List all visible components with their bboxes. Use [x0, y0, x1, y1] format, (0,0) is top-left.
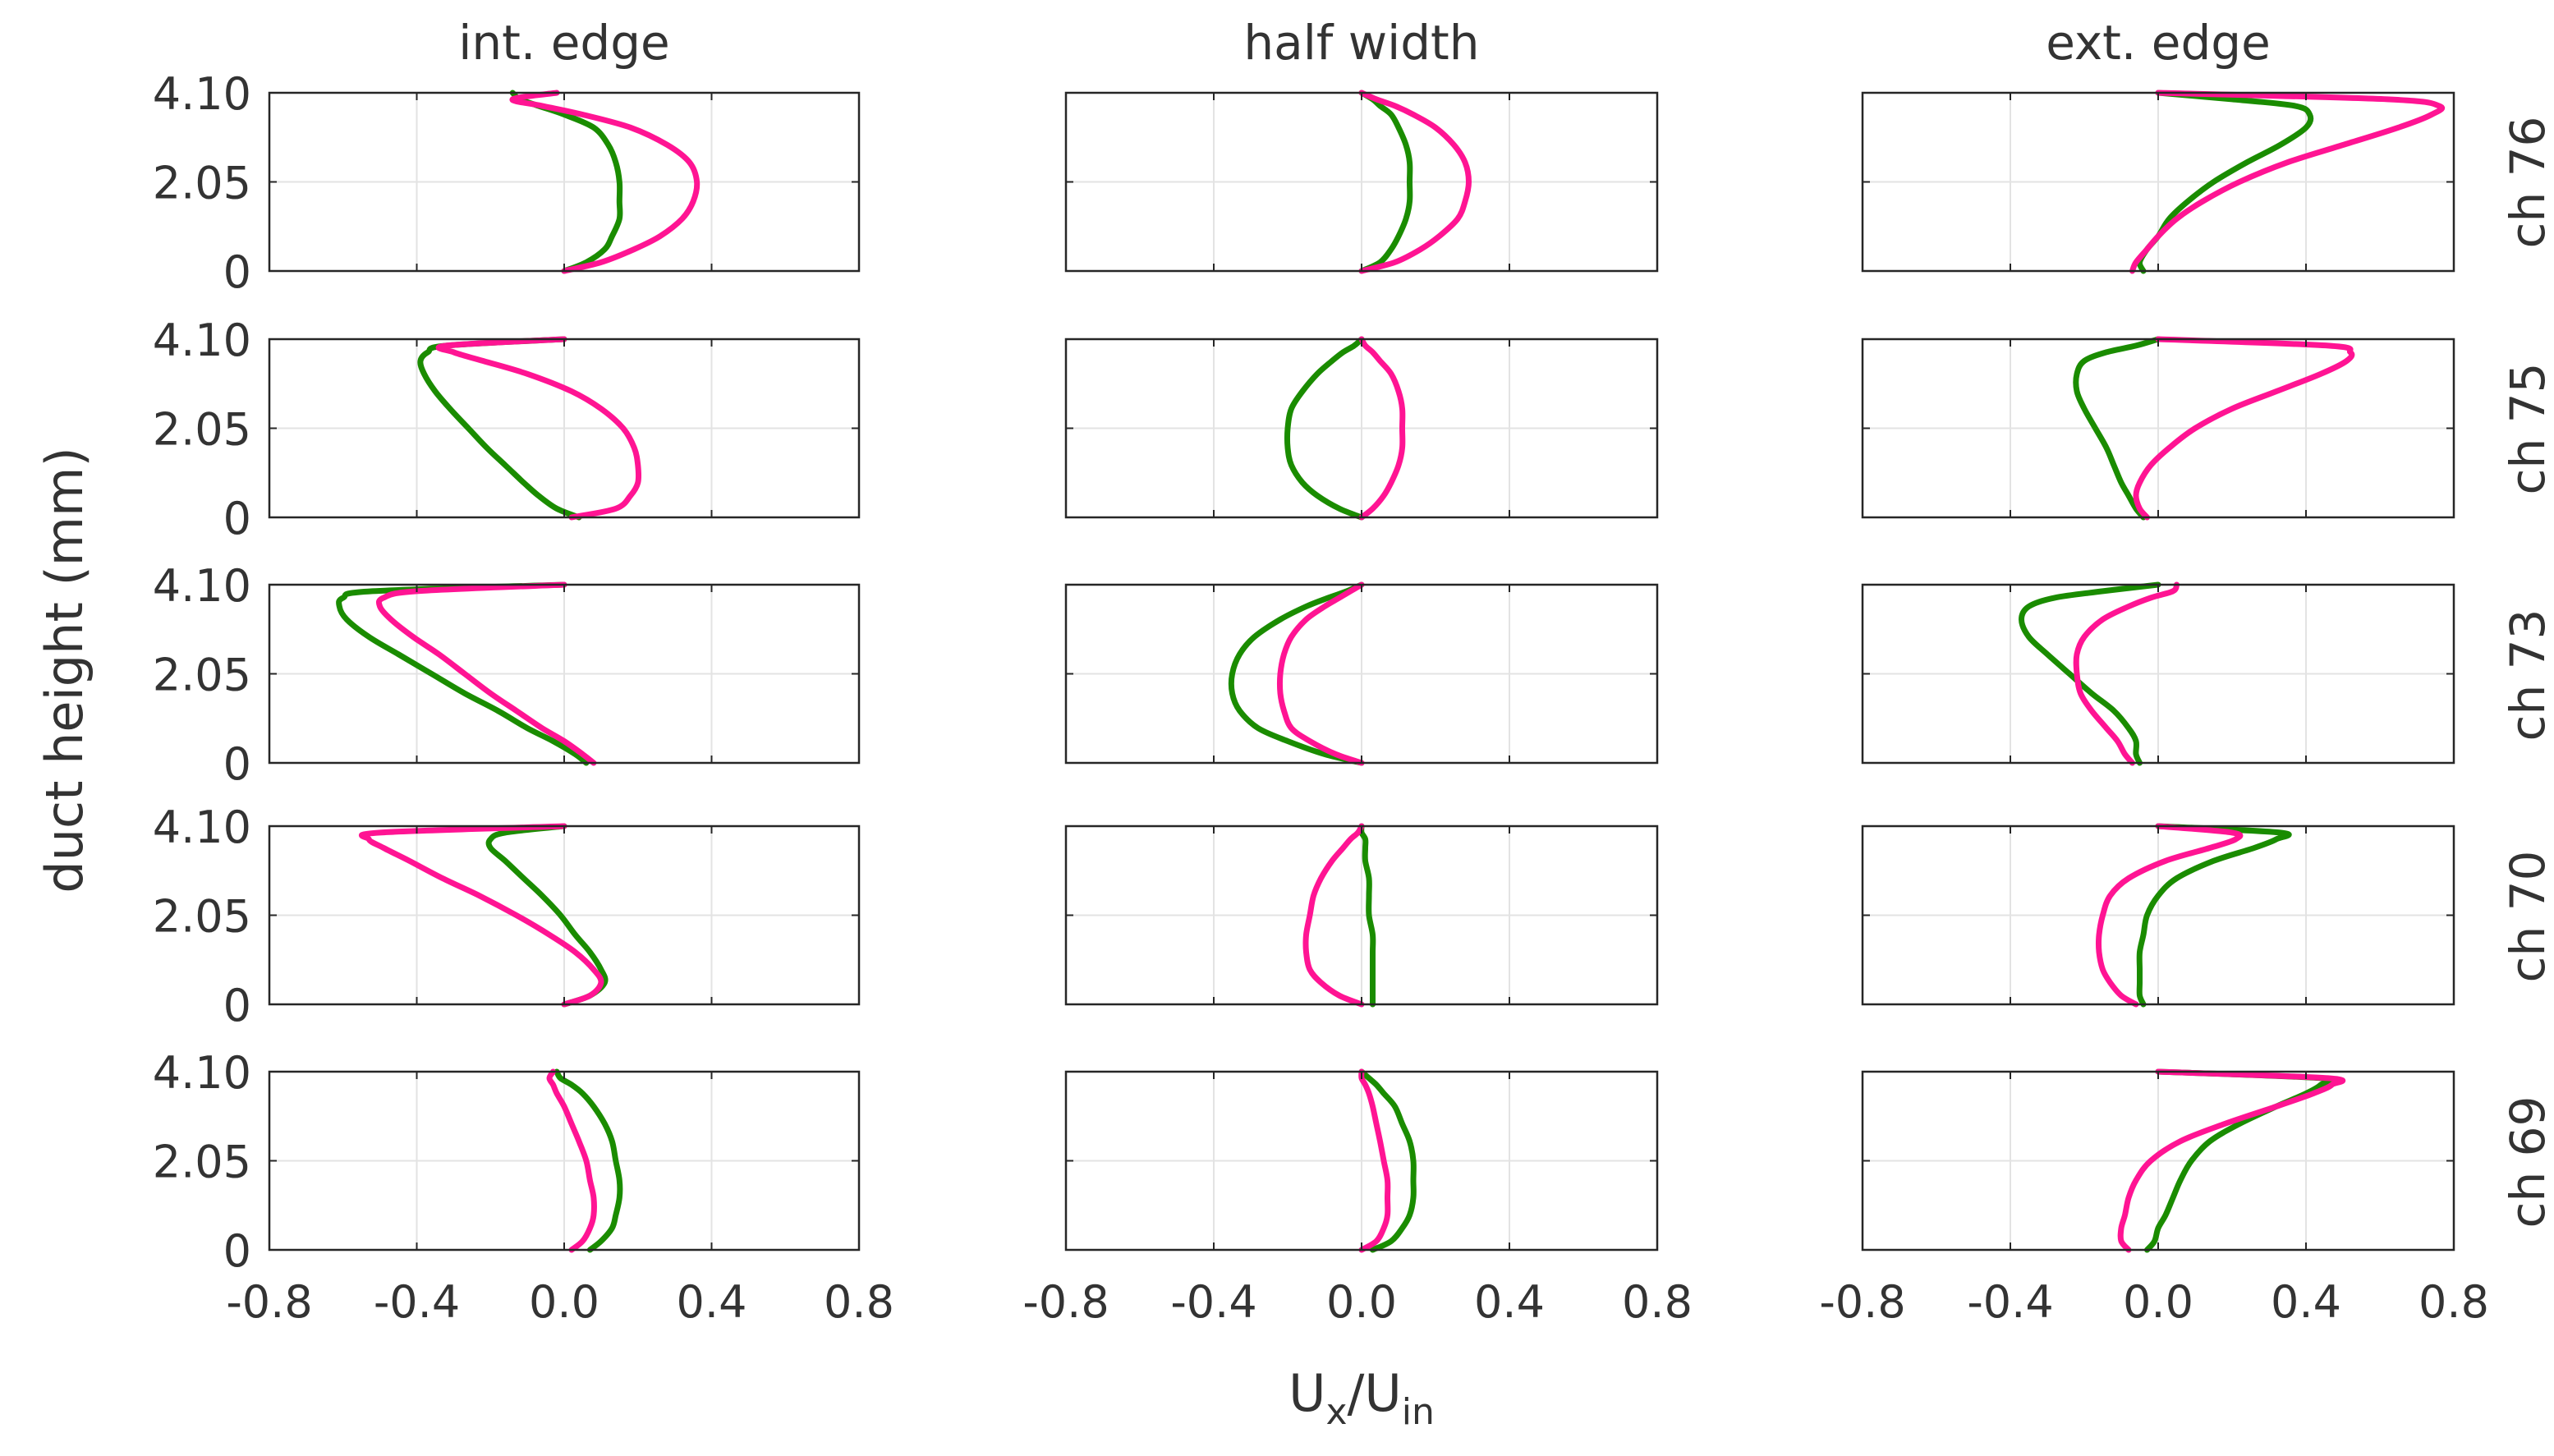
y-tick-label: 2.05 [153, 650, 251, 701]
series-line-magenta [2095, 823, 2244, 1008]
series-line-magenta [509, 90, 701, 274]
x-tick-label: -0.4 [1967, 1276, 2053, 1328]
y-tick-label: 2.05 [153, 404, 251, 456]
row-label-ch-69: ch 69 [2500, 1096, 2554, 1229]
y-axis-label: duct height (mm) [34, 447, 94, 893]
y-tick-label: 2.05 [153, 158, 251, 209]
y-tick-label: 2.05 [153, 1137, 251, 1188]
panel-r0-c0: 0 2.05 4.10 [153, 68, 861, 298]
x-tick-label: -0.8 [226, 1276, 312, 1328]
panel-r0-c1 [1064, 90, 1659, 274]
series-line-green [1358, 90, 1413, 274]
y-tick-label: 0 [223, 493, 251, 544]
series-line-green [2144, 1068, 2336, 1253]
y-tick-label: 0 [223, 1225, 251, 1277]
x-tick-label: 0.0 [2123, 1276, 2193, 1328]
series-line-magenta [1276, 581, 1365, 766]
y-tick-label: 0 [223, 980, 251, 1031]
series-line-magenta [1358, 1068, 1391, 1253]
series-line-magenta [358, 823, 604, 1008]
column-title-int-edge: int. edge [458, 15, 670, 71]
y-tick-label: 4.10 [153, 315, 251, 366]
series-line-green [2019, 581, 2161, 766]
series-line-green [1284, 336, 1365, 521]
series-line-magenta [2117, 1068, 2346, 1253]
series-line-green [2136, 823, 2292, 1008]
series-line-green [485, 823, 609, 1008]
series-line-green [1228, 581, 1365, 766]
panel-r0-c2 [1861, 90, 2455, 274]
x-tick-label: -0.4 [374, 1276, 460, 1328]
x-axis-label-slash: /U [1348, 1363, 1402, 1423]
series-line-green [2073, 336, 2161, 521]
panel-r2-c0: 0 2.05 4.10 [153, 560, 861, 790]
panel-r2-c2 [1861, 581, 2455, 766]
x-tick-label: 0.4 [2271, 1276, 2341, 1328]
row-label-ch-73: ch 73 [2500, 609, 2554, 742]
x-tick-label: -0.8 [1819, 1276, 1905, 1328]
series-line-magenta [2133, 336, 2355, 521]
series-line-magenta [435, 336, 642, 521]
series-line-magenta [1358, 90, 1472, 274]
y-tick-label: 0 [223, 738, 251, 790]
series-line-magenta [2129, 90, 2446, 274]
y-tick-label: 0 [223, 246, 251, 298]
column-title-half-width: half width [1243, 15, 1479, 71]
series-line-magenta [546, 1068, 597, 1253]
x-tick-label: 0.8 [1622, 1276, 1693, 1328]
y-tick-label: 4.10 [153, 1047, 251, 1099]
x-tick-label: 0.8 [2418, 1276, 2489, 1328]
panel-r3-c1 [1064, 823, 1659, 1008]
panel-r1-c2 [1861, 336, 2455, 521]
series-line-magenta [1358, 336, 1406, 521]
y-tick-label: 4.10 [153, 68, 251, 120]
x-tick-label: -0.8 [1022, 1276, 1109, 1328]
series-line-magenta [375, 581, 597, 766]
panel-r3-c2 [1861, 823, 2455, 1008]
series-line-magenta [1302, 823, 1365, 1008]
x-tick-label: 0.0 [1326, 1276, 1397, 1328]
x-axis-label-sub-in: in [1402, 1391, 1435, 1433]
y-tick-label: 2.05 [153, 891, 251, 943]
y-tick-label: 4.10 [153, 801, 251, 853]
panel-r4-c0: 0 2.05 4.10 -0.8 -0.4 0.0 0.4 0.8 [153, 1047, 894, 1328]
column-title-ext-edge: ext. edge [2046, 15, 2271, 71]
panels-layer: 0 2.05 4.10 0 2.05 4.10 0 2.05 4.10 0 2.05 4.10 0 2.0… [153, 68, 2489, 1328]
panel-r3-c0: 0 2.05 4.10 [153, 801, 861, 1031]
x-axis-label: Ux/Uin [1288, 1363, 1435, 1433]
series-line-green [336, 581, 590, 766]
panel-r2-c1 [1064, 581, 1659, 766]
row-label-ch-75: ch 75 [2500, 363, 2554, 495]
series-line-green [1358, 1068, 1417, 1253]
row-label-ch-76: ch 76 [2500, 117, 2554, 249]
series-line-green [417, 336, 582, 521]
series-line-magenta [2073, 581, 2180, 766]
x-tick-label: 0.8 [824, 1276, 894, 1328]
x-axis-label-main: U [1288, 1363, 1325, 1423]
x-tick-label: 0.4 [677, 1276, 747, 1328]
panel-r4-c2: -0.8 -0.4 0.0 0.4 0.8 [1819, 1068, 2489, 1328]
x-tick-label: 0.0 [529, 1276, 599, 1328]
x-axis-label-sub-x: x [1325, 1391, 1347, 1433]
series-line-green [1358, 823, 1376, 1008]
panel-r1-c1 [1064, 336, 1659, 521]
panel-r4-c1: -0.8 -0.4 0.0 0.4 0.8 [1022, 1068, 1693, 1328]
y-tick-label: 4.10 [153, 560, 251, 612]
panel-r1-c0: 0 2.05 4.10 [153, 315, 861, 544]
x-tick-label: -0.4 [1170, 1276, 1256, 1328]
row-label-ch-70: ch 70 [2500, 851, 2554, 983]
x-tick-label: 0.4 [1474, 1276, 1545, 1328]
series-line-green [554, 1068, 623, 1253]
